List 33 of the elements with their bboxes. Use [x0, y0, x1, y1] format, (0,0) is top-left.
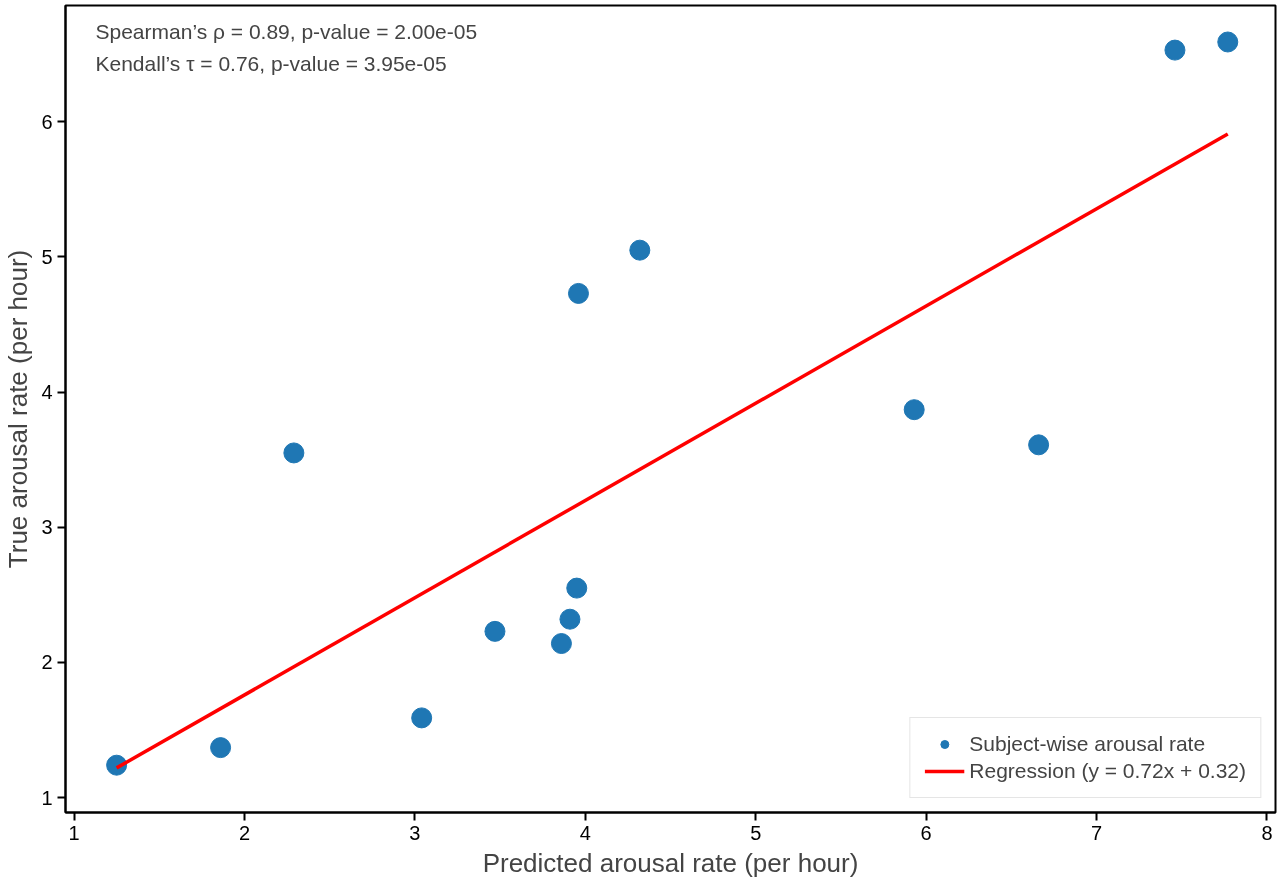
x-axis-title: Predicted arousal rate (per hour) [482, 847, 859, 878]
annotation: Spearman’s ρ = 0.89, p-value = 2.00e-05 [95, 19, 478, 43]
x-tick-label: 6 [920, 821, 932, 844]
point [484, 620, 506, 642]
point [210, 737, 232, 759]
point [629, 239, 651, 261]
legend-label: Subject-wise arousal rate [969, 732, 1206, 756]
point [550, 633, 572, 655]
y-tick-label: 1 [41, 786, 53, 809]
point [1028, 434, 1050, 456]
y-tick-label: 3 [41, 516, 53, 539]
y-tick-label: 2 [41, 651, 53, 674]
x-tick-label: 8 [1261, 821, 1273, 844]
point [903, 399, 925, 421]
x-tick-label: 7 [1090, 821, 1103, 844]
point [283, 442, 305, 464]
x-tick-label: 2 [238, 821, 251, 844]
x-tick-label: 5 [750, 821, 762, 844]
legend-label: Regression (y = 0.72x + 0.32) [969, 759, 1246, 783]
x-tick-label: 3 [409, 821, 421, 844]
x-tick-label: 1 [68, 821, 80, 844]
point [559, 608, 581, 630]
x-tick-label: 4 [579, 821, 591, 844]
point [1217, 31, 1239, 53]
point [1164, 39, 1186, 61]
y-tick-label: 4 [41, 381, 53, 404]
point [567, 282, 589, 304]
point [411, 707, 433, 729]
y-axis-title: True arousal rate (per hour) [3, 249, 34, 569]
y-tick-label: 6 [41, 110, 53, 133]
y-tick-label: 5 [41, 245, 53, 268]
point [566, 577, 588, 599]
annotation: Kendall’s τ = 0.76, p-value = 3.95e-05 [95, 51, 447, 75]
